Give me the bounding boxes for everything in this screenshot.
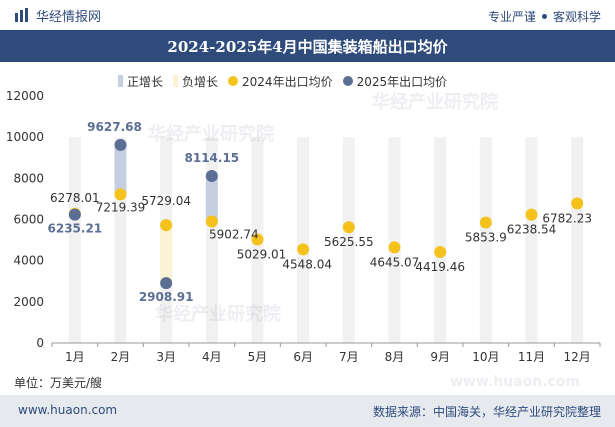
legend-label-positive: 正增长 (127, 74, 164, 89)
x-tick-label: 7月 (339, 350, 359, 364)
y-tick-label: 8000 (13, 171, 44, 185)
legend-item-negative: 负增长 (173, 73, 218, 90)
chart-title: 2024-2025年4月中国集装箱船出口均价 (167, 37, 448, 56)
data-label-2025: 2908.91 (139, 290, 194, 304)
data-label-2024: 4419.46 (415, 260, 465, 274)
data-label-2025: 8114.15 (185, 151, 240, 165)
column-band (388, 137, 401, 343)
point-2024 (434, 246, 447, 259)
legend-swatch-2025 (342, 76, 353, 86)
y-tick-label: 10000 (6, 130, 44, 144)
x-tick-label: 10月 (472, 350, 499, 364)
column-band (525, 137, 538, 343)
legend-label-negative: 负增长 (182, 74, 219, 89)
chart-legend: 正增长 负增长 2024年出口均价 2025年出口均价 (118, 73, 447, 89)
legend-item-2024: 2024年出口均价 (228, 73, 333, 90)
positive-change-bar (205, 175, 218, 222)
point-2024 (251, 233, 264, 246)
y-tick-label: 12000 (6, 89, 44, 103)
y-tick-label: 0 (36, 336, 44, 350)
data-label-2024: 5729.04 (141, 194, 191, 208)
legend-swatch-2024 (228, 76, 239, 86)
point-2024 (479, 216, 492, 229)
column-band (342, 137, 355, 343)
point-2024 (342, 221, 355, 234)
legend-item-2025: 2025年出口均价 (342, 73, 448, 90)
data-label-2024: 7219.39 (96, 200, 146, 214)
x-tick-label: 11月 (518, 350, 545, 364)
data-label-2024: 5625.55 (324, 235, 374, 249)
column-band (297, 137, 310, 343)
legend-swatch-negative (173, 75, 179, 87)
positive-change-bar (114, 144, 127, 195)
legend-label-2025: 2025年出口均价 (356, 74, 448, 89)
brand-name: 华经情报网 (36, 9, 102, 25)
brand: 华经情报网 (14, 6, 102, 25)
data-label-2024: 5029.01 (237, 247, 287, 261)
y-tick-label: 4000 (13, 254, 44, 268)
footer: www.huaon.com 数据来源：中国海关，华经产业研究院整理 (0, 395, 615, 427)
data-label-2024: 6278.01 (50, 191, 100, 205)
chart-title-bar: 2024-2025年4月中国集装箱船出口均价 (0, 30, 615, 62)
point-2024 (160, 219, 173, 232)
legend-item-positive: 正增长 (118, 73, 163, 90)
data-label-2024: 6782.23 (542, 211, 592, 225)
x-tick-label: 1月 (65, 350, 85, 364)
x-tick-label: 5月 (248, 350, 268, 364)
point-2024 (571, 197, 584, 210)
footer-source: 数据来源：中国海关，华经产业研究院整理 (372, 405, 601, 419)
column-band (479, 137, 492, 343)
negative-change-bar (160, 225, 173, 284)
unit-label: 单位：万美元/艘 (14, 376, 103, 390)
column-band (571, 137, 584, 343)
column-band (68, 137, 81, 343)
data-label-2024: 5902.74 (209, 228, 259, 242)
point-2024 (114, 188, 127, 201)
tagline-dot-icon (541, 14, 547, 19)
x-tick-label: 9月 (430, 350, 450, 364)
data-label-2024: 6238.54 (507, 223, 557, 237)
point-2024 (297, 243, 310, 256)
x-tick-label: 6月 (293, 350, 313, 364)
data-label-2025: 6235.21 (48, 222, 103, 236)
point-2024 (525, 208, 538, 221)
chart-plot: 0 2000 4000 6000 8000 10000 12000 1月 2月 3月 4月 5月 6月 7… (6, 89, 601, 364)
footer-website[interactable]: www.huaon.com (18, 403, 118, 417)
point-2024 (388, 241, 401, 254)
data-label-2024: 4645.07 (370, 255, 420, 269)
point-2025 (205, 169, 218, 182)
data-label-2024: 5853.9 (465, 231, 507, 245)
x-tick-label: 4月 (202, 350, 222, 364)
legend-swatch-positive (118, 75, 123, 87)
column-band (434, 137, 447, 343)
watermark-4: www.huaon.com (450, 374, 581, 390)
point-2025 (160, 277, 173, 290)
x-tick-label: 2月 (111, 350, 131, 364)
top-bar: 华经情报网 专业严谨 客观科学 (0, 0, 615, 30)
data-label-2025: 9627.68 (87, 120, 142, 134)
point-2025 (114, 138, 127, 151)
data-label-2024: 4548.04 (282, 257, 332, 271)
y-tick-label: 2000 (13, 295, 44, 309)
tagline-left: 专业严谨 (487, 10, 536, 24)
y-tick-label: 6000 (13, 213, 44, 227)
brand-logo-icon (15, 8, 28, 22)
x-tick-label: 3月 (156, 350, 176, 364)
x-tick-label: 12月 (564, 350, 591, 364)
x-tick-label: 8月 (385, 350, 405, 364)
tagline: 专业严谨 客观科学 (488, 8, 601, 25)
point-2025 (68, 208, 81, 221)
point-2024 (205, 215, 218, 228)
tagline-right: 客观科学 (552, 10, 601, 24)
legend-label-2024: 2024年出口均价 (242, 74, 333, 89)
